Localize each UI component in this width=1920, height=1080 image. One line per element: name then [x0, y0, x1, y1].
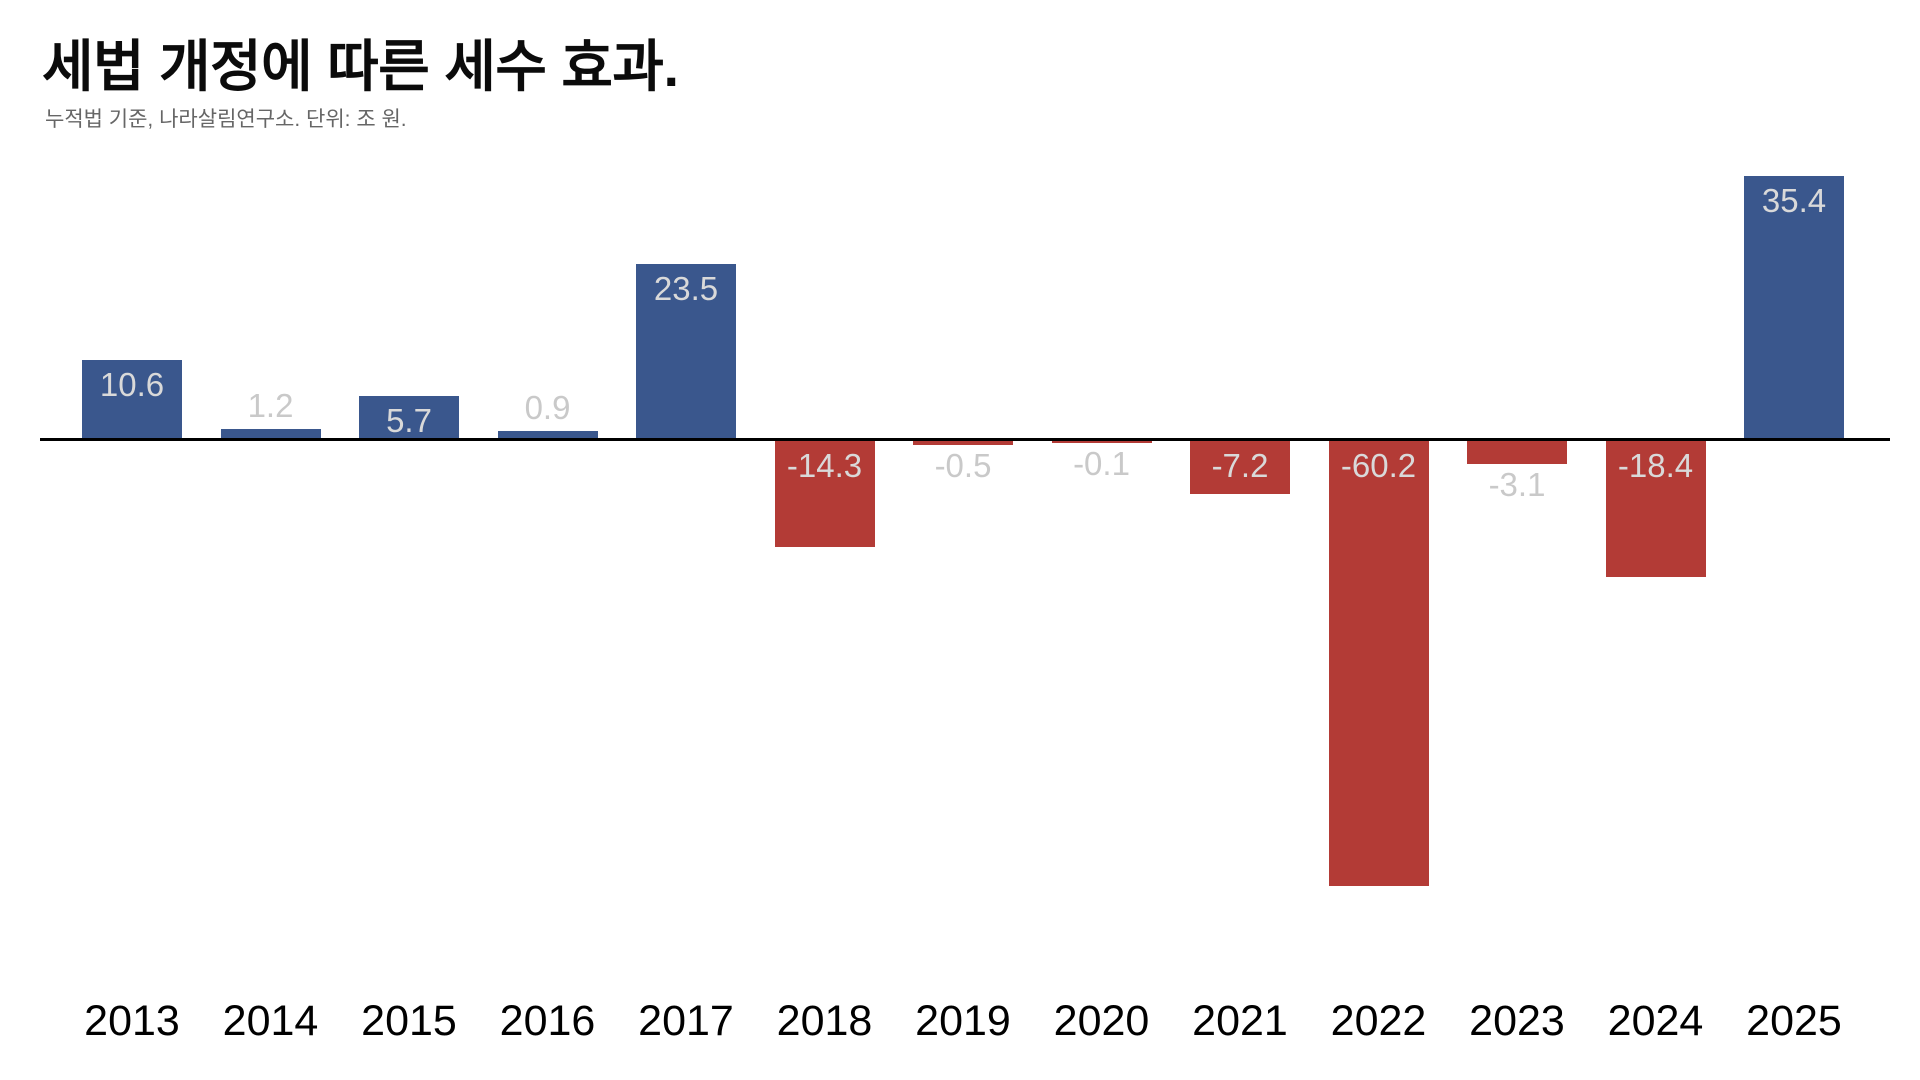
x-tick-2025: 2025 — [1746, 997, 1842, 1045]
bar-value-label-2019: -0.5 — [934, 447, 992, 484]
x-axis-line — [40, 438, 1890, 441]
bar-2024 — [1605, 441, 1706, 577]
x-tick-2013: 2013 — [84, 997, 180, 1045]
bar-value-label-2023: -3.1 — [1488, 466, 1546, 503]
bar-2022 — [1328, 441, 1429, 886]
bar-value-label-2017: 23.5 — [653, 270, 719, 307]
bar-2014 — [220, 429, 321, 438]
bar-value-label-2013: 10.6 — [99, 366, 165, 403]
bar-value-label-2025: 35.4 — [1761, 182, 1827, 219]
x-tick-2014: 2014 — [222, 997, 319, 1045]
x-tick-2015: 2015 — [361, 997, 457, 1045]
bar-2015 — [359, 396, 459, 438]
bar-value-label-2024: -18.4 — [1617, 447, 1694, 484]
bar-2021 — [1190, 441, 1290, 494]
bar-2019 — [913, 441, 1013, 445]
chart-subtitle: 누적법 기준, 나라살림연구소. 단위: 조 원. — [45, 108, 407, 131]
bar-2023 — [1467, 441, 1567, 464]
x-tick-2021: 2021 — [1192, 997, 1288, 1045]
bar-value-label-2021: -7.2 — [1211, 447, 1269, 484]
x-tick-2024: 2024 — [1607, 997, 1704, 1045]
bar-value-label-2018: -14.3 — [786, 447, 863, 484]
x-tick-2020: 2020 — [1053, 997, 1150, 1045]
bar-2025 — [1744, 176, 1844, 438]
bar-value-label-2022: -60.2 — [1340, 447, 1417, 484]
x-tick-2023: 2023 — [1469, 997, 1565, 1045]
x-tick-2019: 2019 — [915, 997, 1011, 1045]
x-tick-2017: 2017 — [638, 997, 734, 1045]
bar-2018 — [774, 441, 875, 547]
bar-2013 — [82, 360, 182, 438]
x-tick-2018: 2018 — [776, 997, 873, 1045]
bar-2016 — [497, 431, 598, 438]
bar-value-label-2015: 5.7 — [386, 402, 432, 439]
x-tick-2016: 2016 — [499, 997, 596, 1045]
bar-value-label-2014: 1.2 — [247, 387, 294, 424]
bar-2020 — [1051, 441, 1152, 443]
chart-title: 세법 개정에 따른 세수 효과. — [42, 35, 679, 98]
bar-value-label-2016: 0.9 — [524, 389, 571, 426]
x-tick-2022: 2022 — [1330, 997, 1427, 1045]
bar-value-label-2020: -0.1 — [1073, 445, 1130, 482]
bar-2017 — [636, 264, 736, 438]
